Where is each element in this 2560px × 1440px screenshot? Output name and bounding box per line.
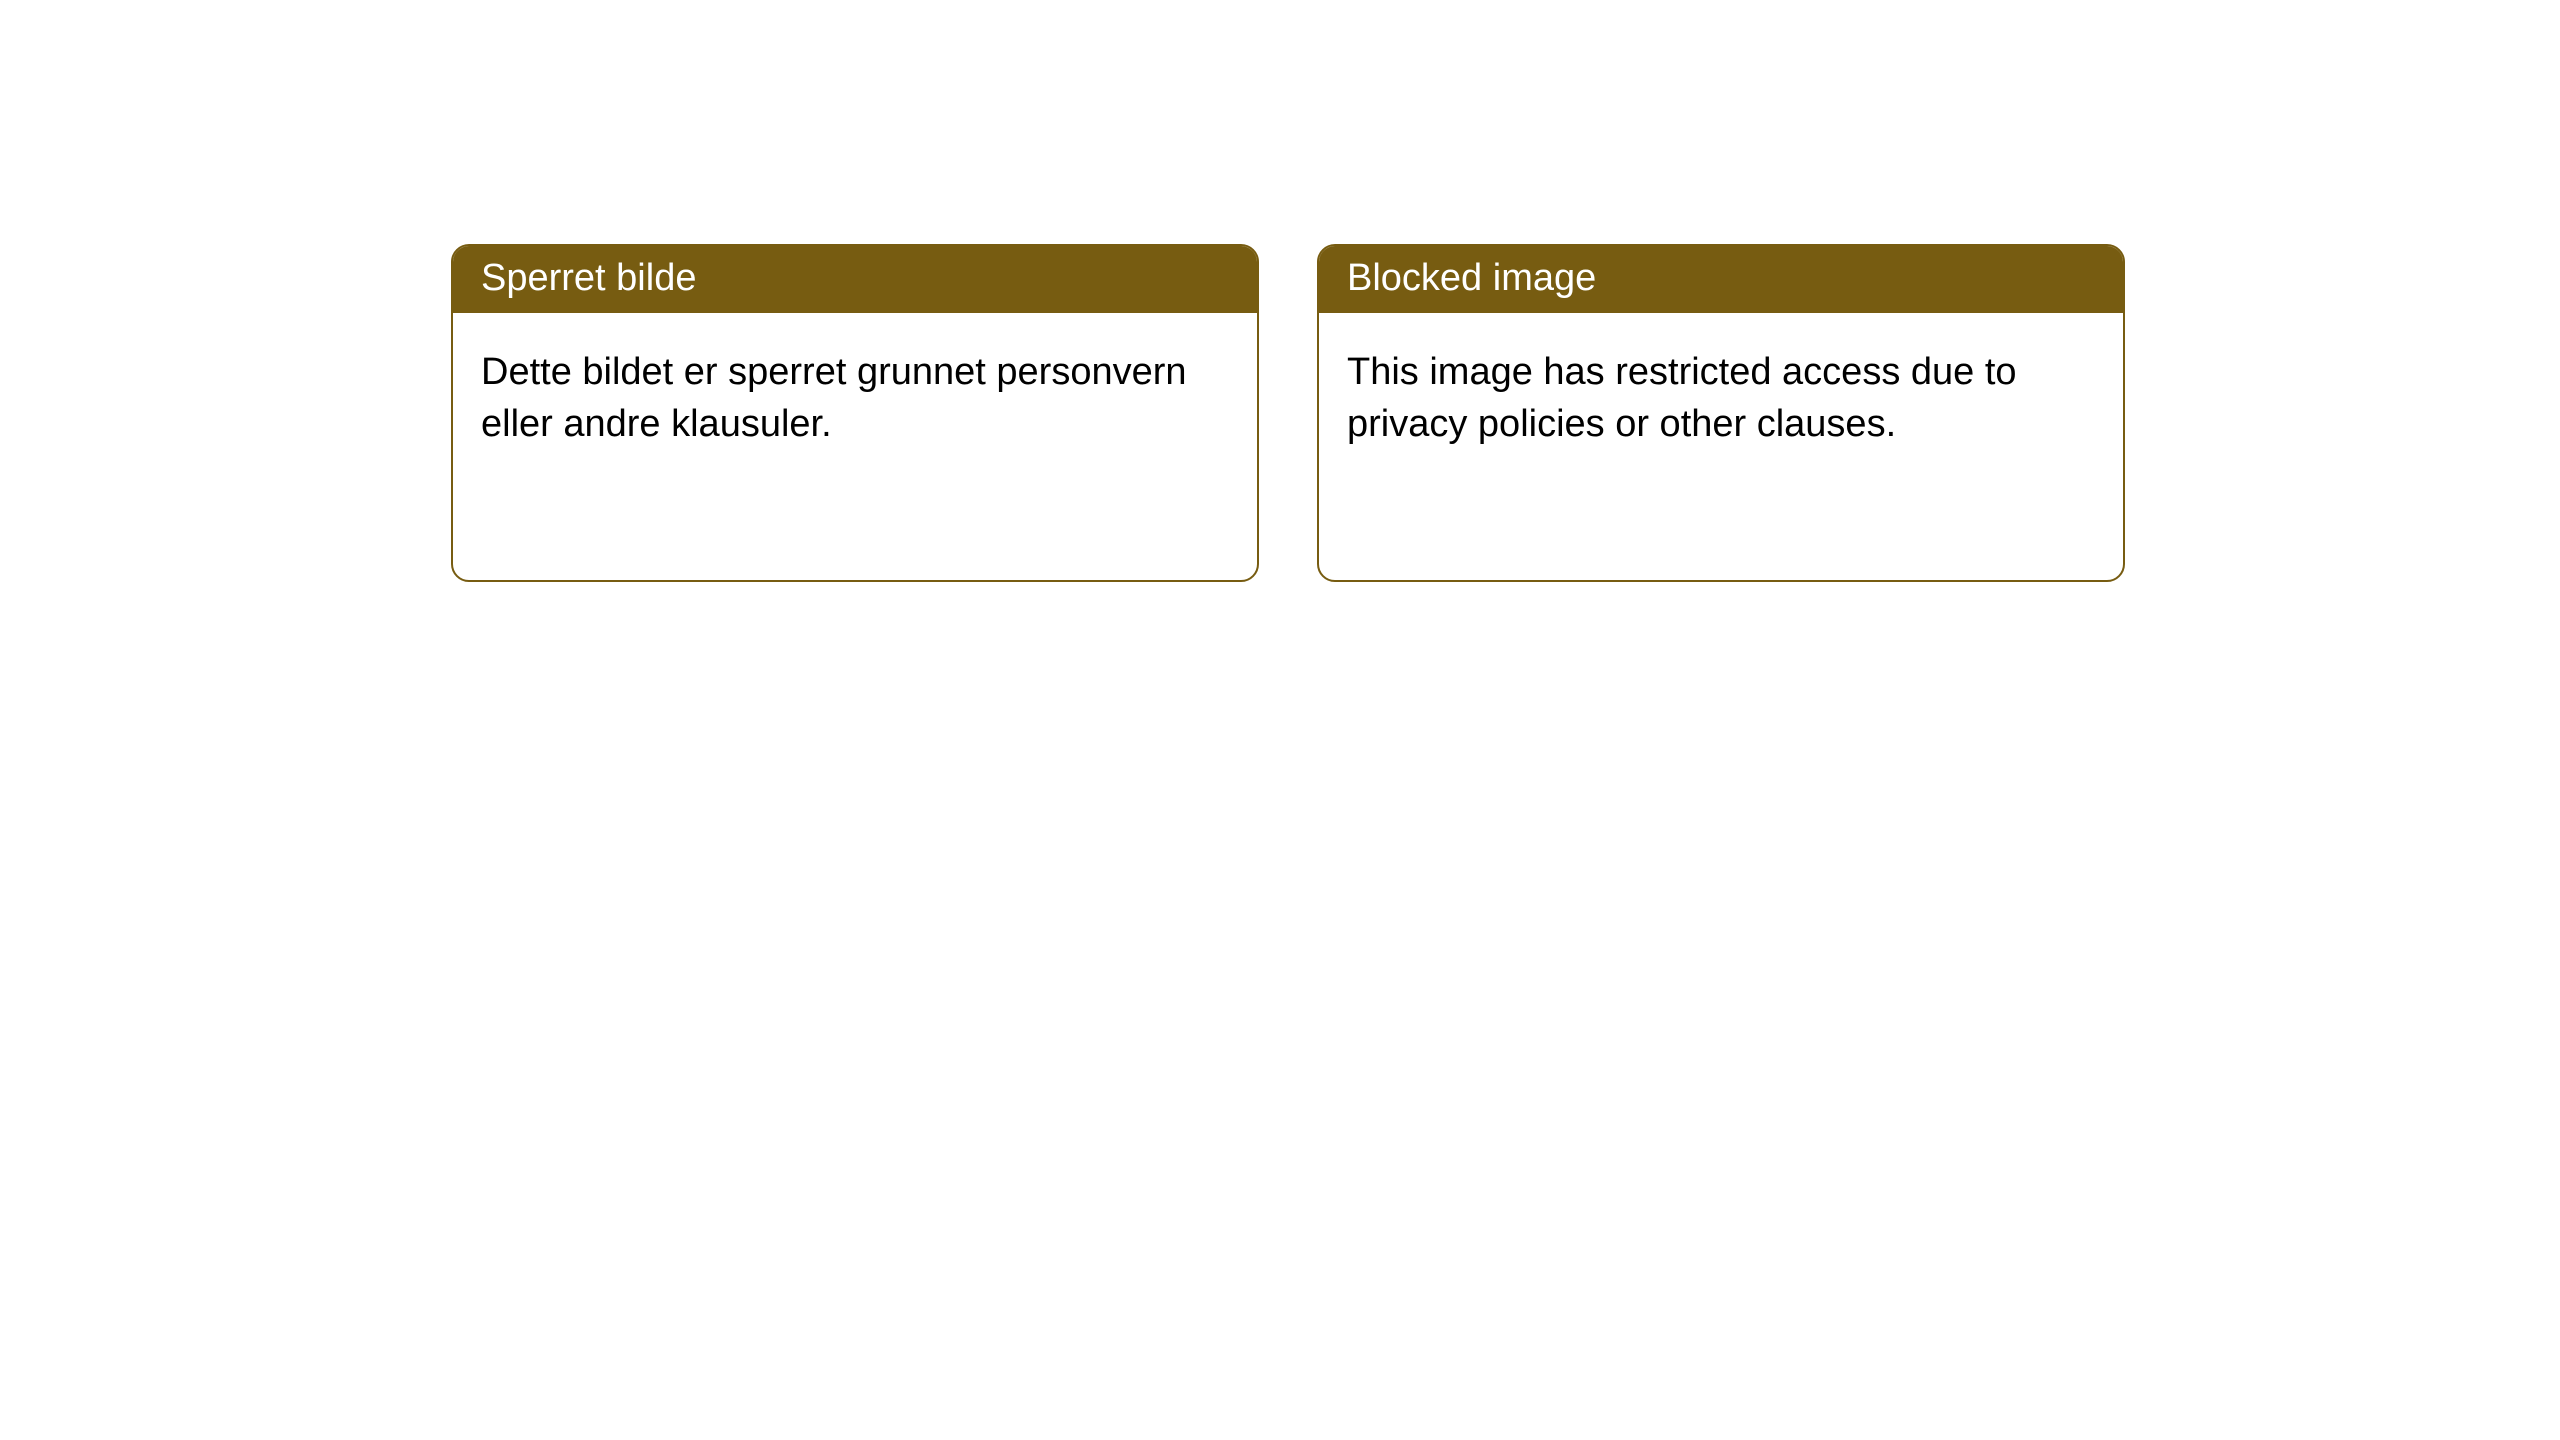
notice-card-norwegian: Sperret bilde Dette bildet er sperret gr…: [451, 244, 1259, 582]
notice-body: This image has restricted access due to …: [1319, 313, 2123, 484]
notice-header: Blocked image: [1319, 246, 2123, 313]
notice-body: Dette bildet er sperret grunnet personve…: [453, 313, 1257, 484]
notice-header: Sperret bilde: [453, 246, 1257, 313]
notice-container: Sperret bilde Dette bildet er sperret gr…: [0, 0, 2560, 582]
notice-card-english: Blocked image This image has restricted …: [1317, 244, 2125, 582]
